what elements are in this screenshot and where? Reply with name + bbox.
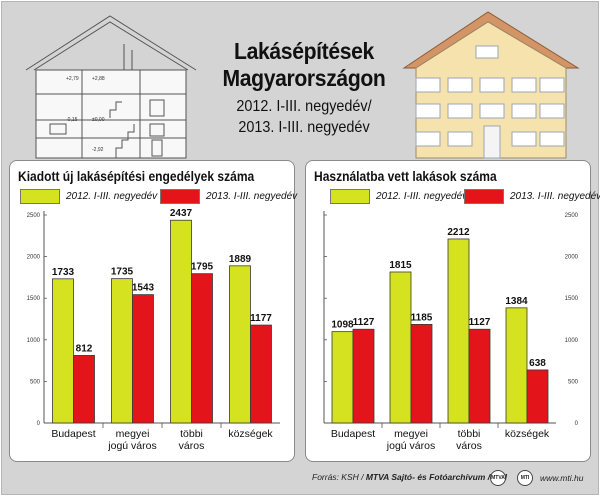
house-windows [415,45,565,147]
bar [73,355,95,424]
bar [410,324,433,424]
legend-label-2012: 2012. I-III. negyedév [376,191,468,202]
legend-label-2013: 2013. I-III. negyedév [510,191,600,202]
data-label: 1889 [229,254,252,265]
annotation-3: ±0,00 [92,117,105,123]
x-category-label: községek [228,428,273,440]
house-facade-illustration [402,11,580,159]
data-label: 638 [529,358,546,369]
chart-title: Kiadott új lakásépítési engedélyek száma [18,168,255,184]
y-tick-label: 1500 [565,296,579,302]
data-label: 2212 [447,227,470,238]
annotation-2: -0,15 [66,117,78,123]
y-tick-label: 0 [37,421,41,427]
x-category-label: többi [458,428,481,440]
y-tick-label: 2500 [27,213,41,219]
legend-item-2013: 2013. I-III. negyedév [160,189,297,204]
bar [505,307,528,424]
source-prefix: Forrás: KSH / [312,472,366,482]
data-label: 2437 [170,208,193,219]
bar [526,369,549,424]
legend-label-2012: 2012. I-III. negyedév [66,191,158,202]
y-tick-label: 1000 [565,338,579,344]
data-label: 1795 [191,262,214,273]
bar [170,219,192,424]
mtva-logo: MTVA [490,470,506,486]
house-section-lines [25,15,197,159]
chart-legend: 2012. I-III. negyedév 2013. I-III. negye… [316,189,600,204]
bar [111,278,133,424]
main-title: Lakásépítések Magyarországon 2012. I-III… [212,38,396,138]
y-tick-label: 2500 [565,213,579,219]
x-category-label: város [179,440,205,452]
data-label: 1735 [111,267,134,278]
mti-logo: MTI [517,470,533,486]
data-label: 1815 [389,260,412,271]
bar [52,278,74,424]
subtitle-line-1: 2012. I-III. negyedév/ [236,98,372,115]
x-category-label: községek [505,428,550,440]
x-category-label: megyei [394,428,428,440]
chart-panel-completions: Használatba vett lakások száma 2012. I-I… [305,160,600,462]
data-label: 1098 [331,320,354,331]
legend-swatch-2013 [160,189,200,204]
bar-chart-permits: 0 500 1000 1500 2000 2500 1733 812 Budapest 1735 1… [27,208,280,452]
bar [191,273,213,424]
chart-legend: 2012. I-III. negyedév 2013. I-III. negye… [20,189,297,204]
x-category-label: megyei [116,428,150,440]
chart-title: Használatba vett lakások száma [314,168,497,184]
legend-swatch-2012 [330,189,370,204]
bar [389,271,412,424]
data-label: 1543 [132,283,155,294]
y-tick-label: 2000 [565,255,579,261]
bar [447,238,470,424]
x-category-label: jogú város [107,440,156,452]
annotation-1: +2,88 [92,76,105,82]
y-tick-label: 1000 [27,338,41,344]
annotation-4: -2,92 [92,147,104,153]
bar [331,331,354,424]
website-url: www.mti.hu [540,473,584,483]
y-tick-label: 500 [30,379,41,385]
data-label: 1185 [411,312,433,323]
chart-panel-permits: Kiadott új lakásépítési engedélyek száma… [9,160,297,462]
subtitle-line-2: 2013. I-III. negyedév [238,119,370,136]
source-agency: MTVA Sajtó- és Fotóarchívum / MTI [365,472,508,482]
x-category-label: város [456,440,482,452]
data-label: 812 [76,343,93,354]
data-label: 1733 [52,267,75,278]
legend-label-2013: 2013. I-III. negyedév [206,191,298,202]
x-category-label: Budapest [331,428,375,440]
x-category-label: többi [180,428,203,440]
data-label: 1127 [469,317,491,328]
bar [352,328,375,424]
data-label: 1127 [353,317,375,328]
annotation-0: +2,79 [66,76,79,82]
title-line-1: Lakásépítések [234,38,374,64]
bar [468,328,491,424]
legend-item-2012: 2012. I-III. negyedév [330,189,467,204]
house-section-illustration: +2,79 +2,88 -0,15 ±0,00 -2,92 [25,15,197,159]
legend-swatch-2013 [464,189,504,204]
bar [229,265,251,424]
x-category-label: Budapest [51,428,95,440]
bar [132,294,154,424]
legend-item-2013: 2013. I-III. negyedév [464,189,600,204]
x-category-label: jogú város [386,440,435,452]
y-tick-label: 500 [568,379,579,385]
y-tick-label: 0 [575,421,579,427]
bar [250,324,272,424]
data-label: 1384 [505,296,528,307]
legend-swatch-2012 [20,189,60,204]
title-line-2: Magyarországon [222,65,386,91]
data-label: 1177 [250,313,272,324]
source-credit: Forrás: KSH / MTVA Sajtó- és Fotóarchívu… [312,472,507,482]
house-door [483,125,501,159]
y-tick-label: 2000 [27,255,41,261]
y-tick-label: 1500 [27,296,41,302]
legend-item-2012: 2012. I-III. negyedév [20,189,157,204]
